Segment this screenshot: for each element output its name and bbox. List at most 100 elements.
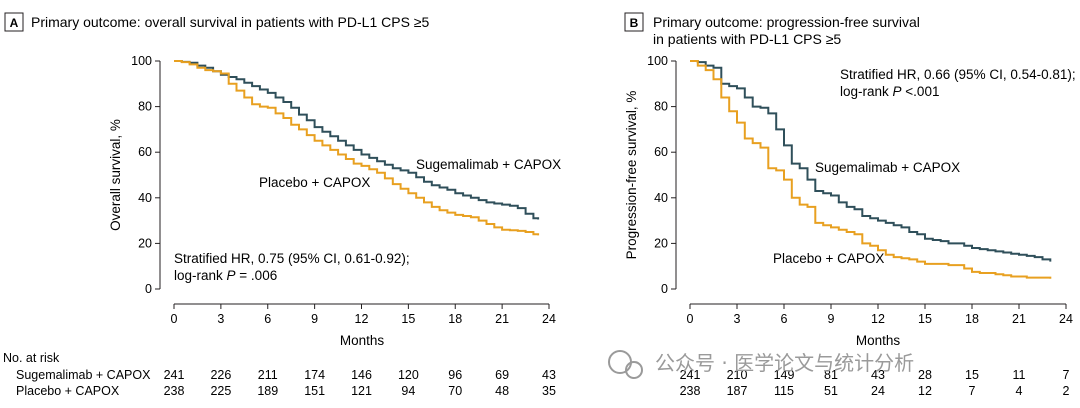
panel-a-at-risk-value: 241	[164, 368, 185, 382]
panel-b-y-tick-label: 80	[654, 100, 668, 114]
panel-b-at-risk-value: 238	[680, 384, 701, 398]
panel-a-x-tick-label: 18	[448, 312, 462, 326]
panel-b-label-placebo: Placebo + CAPOX	[773, 251, 884, 266]
wechat-icon	[608, 350, 632, 374]
panel-a-p-value: = .006	[236, 268, 278, 283]
panel-a-ylabel: Overall survival, %	[108, 119, 123, 231]
panel-a-xlabel: Months	[340, 333, 385, 348]
panel-a-x-tick-label: 21	[495, 312, 509, 326]
watermark: 公众号 · 医学论文与统计分析	[608, 350, 914, 379]
panel-b-y-tick-label: 20	[654, 236, 668, 250]
panel-a-label-sugemalimab: Sugemalimab + CAPOX	[416, 157, 561, 172]
panel-b-axes: 0 20 40 60 80 100 0 3 6 9 12 15 18 21 24	[647, 54, 1073, 326]
panel-b-at-risk-value: 51	[824, 384, 838, 398]
panel-a-at-risk-value: 211	[258, 368, 278, 382]
panel-a-letter: A	[10, 16, 19, 30]
panel-a-hr-line2: log-rank P = .006	[174, 268, 277, 283]
panel-a-y-tick-label: 60	[138, 145, 152, 159]
panel-b-x-tick-label: 21	[1012, 312, 1026, 326]
panel-b-header: B Primary outcome: progression-free surv…	[624, 12, 920, 47]
panel-a-at-risk-value: 151	[304, 384, 325, 398]
panel-a-p-label: P	[227, 268, 236, 283]
watermark-text: 公众号 · 医学论文与统计分析	[655, 351, 914, 375]
panel-a-y-tick-label: 40	[138, 191, 152, 205]
panel-a-x-tick-label: 15	[401, 312, 415, 326]
panel-b-at-risk-value: 15	[965, 368, 979, 382]
panel-a-at-risk-value: 189	[257, 384, 278, 398]
panel-a-at-risk-value: 35	[542, 384, 556, 398]
panel-b-label-sugemalimab: Sugemalimab + CAPOX	[815, 160, 960, 175]
panel-a-plot: Overall survival, % Months 0204060801000…	[108, 54, 561, 348]
panel-b-curve-placebo	[690, 60, 1052, 279]
panel-a-label-placebo: Placebo + CAPOX	[259, 175, 370, 190]
panel-a-at-risk-value: 226	[210, 368, 231, 382]
panel-a-axes: 0 20 40 60 80 100 0 3 6 9 12 15 18 21 24	[131, 54, 556, 326]
panel-b-curves	[690, 60, 1052, 279]
panel-b-at-risk-value: 4	[1016, 384, 1023, 398]
panel-b-x-tick-label: 9	[828, 312, 835, 326]
panel-b-letter: B	[630, 16, 639, 30]
panel-b-at-risk-value: 11	[1013, 368, 1026, 382]
panel-a-at-risk-value: 43	[542, 368, 556, 382]
panel-a-x-tick-label: 24	[542, 312, 556, 326]
panel-a-x-tick-label: 9	[311, 312, 318, 326]
panel-b-p-label: P	[893, 84, 902, 99]
panel-b-x-tick-label: 12	[871, 312, 885, 326]
panel-a-at-risk-value: 174	[304, 368, 325, 382]
panel-a-x-tick-label: 3	[217, 312, 224, 326]
panel-b-at-risk-value: 115	[774, 384, 794, 398]
panel-b-at-risk-value: 43	[871, 368, 885, 382]
panel-b-x-tick-label: 3	[734, 312, 741, 326]
panel-b-at-risk-value: 187	[727, 384, 748, 398]
panel-b-plot: Progression-free survival, % Months 0 20 4…	[624, 54, 1076, 348]
panel-b-curve-sugemalimab	[690, 60, 1052, 262]
panel-a-y-tick-label: 20	[138, 236, 152, 250]
at-risk-label-placebo: Placebo + CAPOX	[16, 384, 120, 398]
panel-a-at-risk-value: 238	[164, 384, 185, 398]
panel-b-x-tick-label: 24	[1059, 312, 1073, 326]
panel-a-y-tick-label: 100	[131, 54, 152, 68]
panel-b-ylabel: Progression-free survival, %	[624, 91, 639, 260]
panel-b-hr-line2: log-rank P <.001	[840, 84, 939, 99]
panel-b-xlabel: Months	[856, 333, 901, 348]
panel-b-x-tick-label: 18	[965, 312, 979, 326]
panel-a-title: Primary outcome: overall survival in pat…	[31, 14, 429, 30]
panel-b-y-tick-label: 60	[654, 145, 668, 159]
panel-b-y-tick-label: 40	[654, 191, 668, 205]
at-risk-header: No. at risk	[3, 351, 60, 365]
panel-a-at-risk-value: 146	[351, 368, 372, 382]
panel-a-x-tick-label: 0	[171, 312, 178, 326]
at-risk-label-sugemalimab: Sugemalimab + CAPOX	[16, 368, 151, 382]
panel-b-title-line2: in patients with PD-L1 CPS ≥5	[653, 31, 841, 47]
panel-a-x-tick-label: 6	[264, 312, 271, 326]
panel-b-at-risk-value: 81	[824, 368, 838, 382]
panel-a-curves	[174, 60, 540, 236]
panel-b-at-risk-value: 12	[918, 384, 932, 398]
panel-b-logrank: log-rank	[840, 84, 893, 99]
panel-a-logrank: log-rank	[174, 268, 227, 283]
panel-a-at-risk-value: 225	[210, 384, 231, 398]
panel-a-at-risk-value: 48	[495, 384, 509, 398]
panel-a-curve-sugemalimab	[174, 60, 540, 220]
panel-b-y-tick-label: 100	[647, 54, 668, 68]
panel-a-hr-line1: Stratified HR, 0.75 (95% CI, 0.61-0.92);	[174, 251, 410, 266]
panel-b-y-tick-label: 0	[661, 282, 668, 296]
panel-a-x-tick-label: 12	[355, 312, 369, 326]
panel-b-title: Primary outcome: progression-free surviv…	[653, 14, 920, 30]
panel-b-x-tick-label: 6	[781, 312, 788, 326]
panel-a-at-risk-value: 69	[495, 368, 509, 382]
panel-b-at-risk-value: 241	[680, 368, 701, 382]
panel-a-header: A Primary outcome: overall survival in p…	[4, 12, 429, 32]
panel-a-y-tick-label: 0	[145, 282, 152, 296]
panel-b-at-risk-value: 2	[1063, 384, 1070, 398]
panel-b-x-tick-label: 15	[918, 312, 932, 326]
panel-a-at-risk-value: 96	[448, 368, 462, 382]
panel-b-at-risk-value: 24	[871, 384, 885, 398]
panel-a-at-risk-value: 94	[401, 384, 415, 398]
panel-b-p-value: <.001	[902, 84, 940, 99]
panel-b-at-risk-value: 149	[774, 368, 795, 382]
panel-b-at-risk-value: 7	[969, 384, 976, 398]
panel-b-at-risk-value: 28	[918, 368, 932, 382]
